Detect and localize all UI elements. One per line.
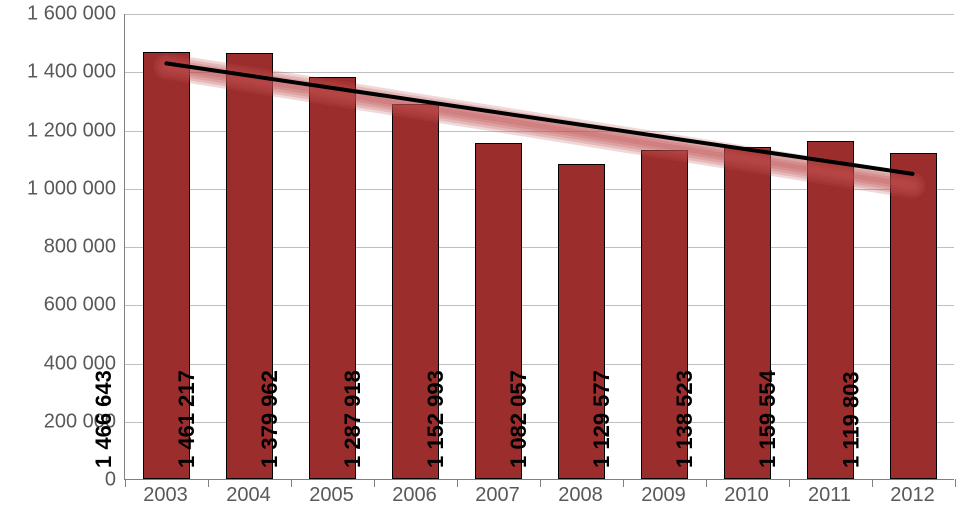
bar-value-label: 1 129 577 (590, 370, 616, 468)
x-tick-label: 2006 (392, 484, 437, 507)
glow-trendline (166, 66, 912, 185)
x-tick-label: 2008 (558, 484, 603, 507)
x-tickmark (955, 479, 956, 487)
glow-trendline (166, 66, 912, 185)
x-tick-label: 2004 (226, 484, 271, 507)
x-tick-label: 2010 (724, 484, 769, 507)
x-tick-label: 2007 (475, 484, 520, 507)
y-tick-label: 0 (105, 469, 116, 492)
bar-value-label: 1 138 523 (673, 370, 699, 468)
x-axis: 2003 2004 2005 2006 2007 2008 2009 2010 2011 2012 (124, 484, 954, 514)
bar-value-label: 1 466 643 (92, 370, 118, 468)
y-tick-label: 1 200 000 (27, 119, 116, 142)
plot-area: 1 466 6431 461 2171 379 9621 287 9181 15… (124, 14, 954, 480)
y-tick-label: 600 000 (44, 294, 116, 317)
y-tick-label: 1 400 000 (27, 61, 116, 84)
gridline (125, 14, 954, 15)
bar-value-label: 1 159 554 (756, 370, 782, 468)
bar-value-label: 1 119 803 (839, 371, 865, 468)
glow-trendline (166, 66, 912, 185)
x-tick-label: 2005 (309, 484, 354, 507)
bar-value-label: 1 379 962 (258, 370, 284, 468)
bar-value-label: 1 287 918 (341, 370, 367, 468)
glow-trendline (166, 66, 912, 185)
bar-chart: 0200 000400 000600 000800 0001 000 0001 … (0, 0, 974, 524)
glow-trendline (166, 66, 912, 185)
bar-value-label: 1 152 993 (424, 370, 450, 468)
x-tick-label: 2009 (641, 484, 686, 507)
bar-value-label: 1 461 217 (175, 370, 201, 468)
bar-value-label: 1 082 057 (507, 370, 533, 468)
x-tick-label: 2003 (143, 484, 188, 507)
y-tick-label: 800 000 (44, 236, 116, 259)
y-tick-label: 1 600 000 (27, 3, 116, 26)
y-tick-label: 1 000 000 (27, 177, 116, 200)
x-tick-label: 2011 (808, 484, 851, 507)
trendline (166, 63, 912, 173)
x-tick-label: 2012 (890, 484, 935, 507)
bar: 1 119 803 (890, 153, 936, 479)
